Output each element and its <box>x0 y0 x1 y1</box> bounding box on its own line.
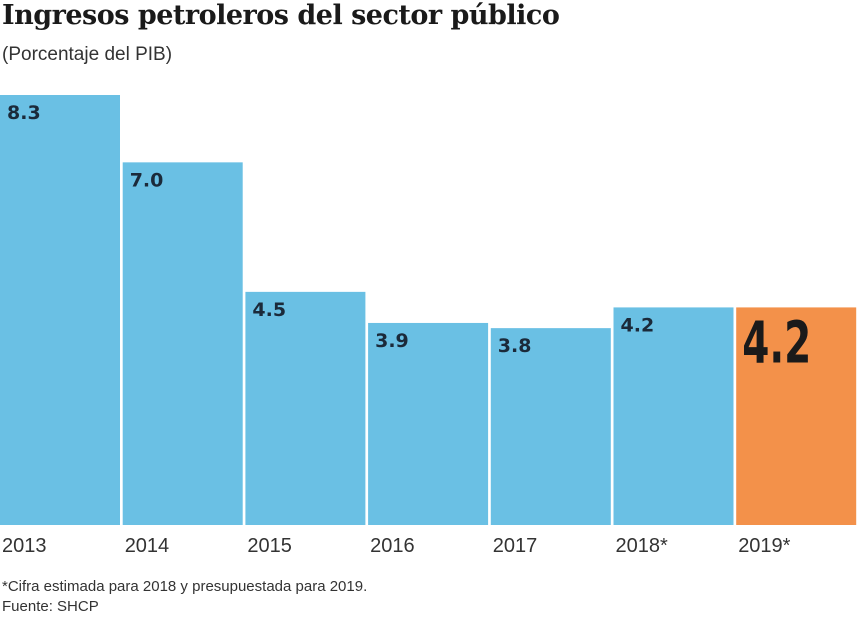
footnote: *Cifra estimada para 2018 y presupuestad… <box>2 578 368 595</box>
bar-2015 <box>245 291 366 525</box>
bar-2016 <box>368 322 489 525</box>
bar-2014 <box>122 162 243 525</box>
value-label: 4.2 <box>621 314 655 336</box>
value-label: 8.3 <box>7 102 41 124</box>
x-tick-label: 2017 <box>493 535 538 557</box>
x-tick-label: 2014 <box>125 535 170 557</box>
bar-2019 <box>736 307 857 525</box>
x-tick-label: 2018* <box>616 535 668 557</box>
x-tick-label: 2016 <box>370 535 415 557</box>
source-note: Fuente: SHCP <box>2 598 99 615</box>
bar-chart: 8.3 7.0 4.5 3.9 3.8 4.2 4.2 2013 2014 2015 2016 20… <box>0 95 857 557</box>
chart-title: Ingresos petroleros del sector público <box>2 0 560 31</box>
x-tick-label: 2013 <box>2 535 47 557</box>
chart-subtitle: (Porcentaje del PIB) <box>2 44 173 65</box>
value-label: 3.9 <box>375 330 409 352</box>
value-label: 4.5 <box>252 299 286 321</box>
value-label: 3.8 <box>498 335 532 357</box>
value-label: 4.2 <box>742 309 811 377</box>
x-tick-label: 2019* <box>738 535 790 557</box>
value-label: 7.0 <box>130 169 164 191</box>
bar-2017 <box>490 328 611 525</box>
bar-2013 <box>0 95 120 525</box>
x-tick-label: 2015 <box>247 535 292 557</box>
bar-2018 <box>613 307 734 525</box>
